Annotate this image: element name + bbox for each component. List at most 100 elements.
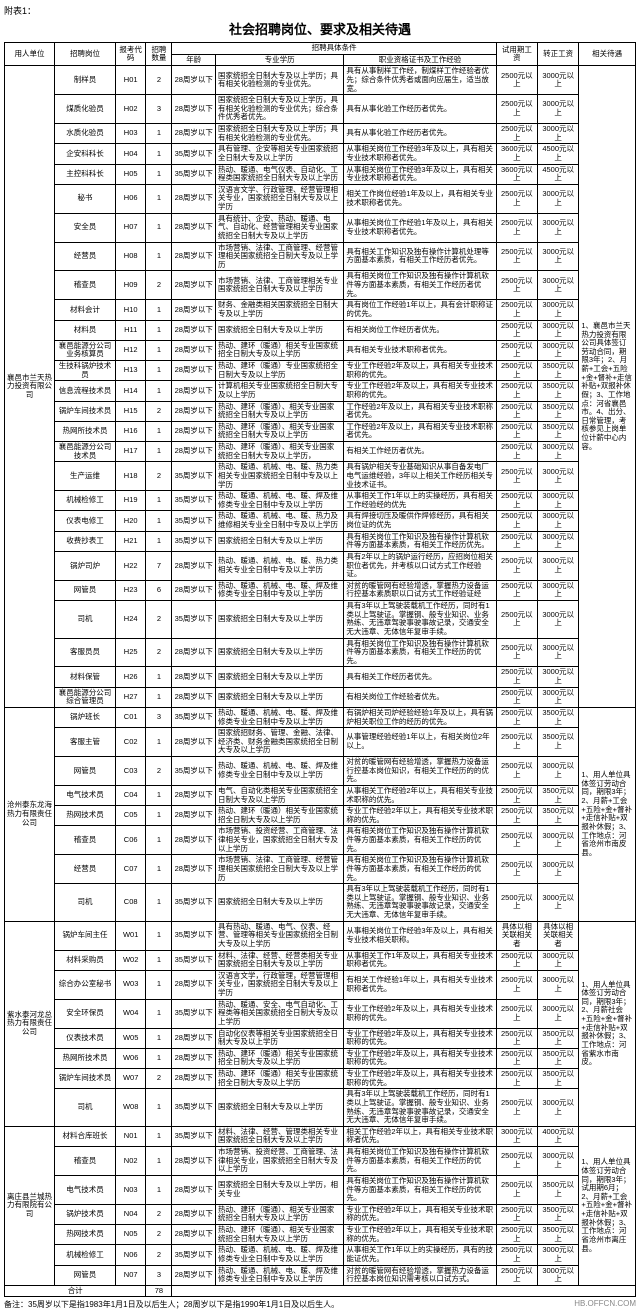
table-row: 沧州泰东龙海热力有限责任公司锅炉班长C01335周岁以下热动、暖通、机械、电、暖…: [5, 707, 636, 727]
cell-edu: 热动、建环（暖通）专业国家统招全日制大专及以上学历: [215, 361, 343, 381]
cell-exp: 具有焊接切压及暖供作焊修经历，具有相关岗位证的优先: [344, 511, 496, 531]
cell-age: 35周岁以下: [172, 462, 216, 491]
cell-age: 28周岁以下: [172, 1225, 216, 1245]
cell-reg: 3000元以上: [538, 124, 579, 144]
cell-age: 28周岁以下: [172, 785, 216, 805]
table-row: 司机H24235周岁以下国家统招全日制大专及以上学历具有3年以上驾驶装载机工作经…: [5, 601, 636, 639]
cell-code: C02: [115, 728, 145, 757]
cell-position: 襄邑能源分公司技术员: [55, 442, 116, 462]
cell-exp: 有相关工作经历者优先。: [344, 442, 496, 462]
table-row: 锅炉司炉H22728周岁以下热动、暖通、机械、电、暖、热力类相关专业全日制中专及…: [5, 551, 636, 580]
cell-try: 2500元以上: [496, 687, 537, 707]
cell-unit: 紫水泰河龙总热力有限责任公司: [5, 921, 55, 1126]
cell-reg: 3000元以上: [538, 580, 579, 600]
cell-count: 1: [146, 728, 172, 757]
cell-position: 司机: [55, 884, 116, 922]
attachment-label: 附表1：: [4, 4, 636, 17]
cell-try: 2500元以上: [496, 491, 537, 511]
cell-reg: 3000元以上: [538, 999, 579, 1028]
cell-edu: 市场营销、投资经营、工商管理、法律相关专业，国家统招全日制大专及以上学历: [215, 826, 343, 855]
table-row: 离庄县兰城热力有限院有公司材料合库班长N01135周岁以下材料、法律、经营、管理…: [5, 1126, 636, 1146]
table-row: 水质化验员H03128周岁以下国家统招全日制大专及以上学历；具有相关化验检测的专…: [5, 124, 636, 144]
cell-position: 锅炉技术员: [55, 1204, 116, 1224]
cell-age: 35周岁以下: [172, 601, 216, 639]
cell-edu: 材料、法律、经营、管理类相关专业国家统招全日制大专及以上学历: [215, 1126, 343, 1146]
cell-try: 2500元以上: [496, 66, 537, 95]
cell-position: 襄邑能源分公司业务核算员: [55, 340, 116, 360]
cell-count: 6: [146, 580, 172, 600]
page-title: 社会招聘岗位、要求及相关待遇: [4, 19, 636, 38]
cell-reg: 3500元以上: [538, 806, 579, 826]
cell-count: 2: [146, 601, 172, 639]
cell-try: 2500元以上: [496, 361, 537, 381]
cell-try: 2500元以上: [496, 242, 537, 271]
cell-code: H20: [115, 511, 145, 531]
cell-count: 1: [146, 667, 172, 687]
cell-reg: 3500元以上: [538, 401, 579, 421]
cell-exp: 专业工作经验2年及以上，具有相关专业技术职称的优先。: [344, 1028, 496, 1048]
cell-edu: 材料、法律、经营、经营类相关专业国家统招全日制大专及以上学历: [215, 950, 343, 970]
cell-reg: 3000元以上: [538, 511, 579, 531]
cell-position: 机械检修工: [55, 491, 116, 511]
table-row: 稽查员H09228周岁以下市场营销、法律、工商管理相关专业国家统招全日制大专及以…: [5, 271, 636, 300]
cell-try: 2500元以上: [496, 1028, 537, 1048]
cell-exp: 从事相关岗位工作经验1年及以上，具有相关专业技术职称者优先。: [344, 213, 496, 242]
cell-exp: 具有相关岗位工作知识及独有操作计算机软件等方面基本素质，有相关工作经历的优先。: [344, 638, 496, 667]
cell-try: 2500元以上: [496, 970, 537, 999]
cell-reg: 3000元以上: [538, 884, 579, 922]
cell-age: 35周岁以下: [172, 707, 216, 727]
table-row: 主控科科长H05135周岁以下热动、暖通、电气仪表、自动化、工程类国家统招全日制…: [5, 164, 636, 184]
cell-age: 28周岁以下: [172, 580, 216, 600]
cell-position: 机械检修工: [55, 1245, 116, 1265]
cell-count: 1: [146, 184, 172, 213]
cell-age: 28周岁以下: [172, 361, 216, 381]
cell-exp: 专业工作经验2年及以上，具有相关专业技术职称的优先。: [344, 999, 496, 1028]
cell-code: H16: [115, 421, 145, 441]
cell-exp: 从事相关岗位工作经验3年及以上，具有相关专业技术职称者优先。: [344, 164, 496, 184]
table-row: 襄邑能源分公司技术员H17128周岁以下热动、建环（暖通）、相关专业国家统招全日…: [5, 442, 636, 462]
cell-exp: 具有相关岗位工作知识及独有操作计算机软件等方面基本素质，有相关工作经历者优先。: [344, 271, 496, 300]
table-row: 生产运维H18235周岁以下热动、暖通、机械、电、暖、热力类相关专业国家统招全日…: [5, 462, 636, 491]
table-row: 企安科科长H04135周岁以下具有管理、企安等相关专业国家统招全日制大专及以上学…: [5, 144, 636, 164]
cell-exp: 具有2年以上的锅炉运行经历，应招岗位相关职位者优先，并考核以口试方式工作经验证。: [344, 551, 496, 580]
cell-position: 经营员: [55, 242, 116, 271]
cell-edu: 国家统招全日制大专及以上学历；具有相关化验检测的专业优先。: [215, 66, 343, 95]
cell-reg: 3000元以上: [538, 320, 579, 340]
cell-try: 2500元以上: [496, 757, 537, 786]
cell-age: 28周岁以下: [172, 728, 216, 757]
cell-code: W05: [115, 1028, 145, 1048]
cell-try: 2500元以上: [496, 638, 537, 667]
cell-age: 28周岁以下: [172, 806, 216, 826]
cell-edu: 热动、暖通、机械、电、暖、焊及维修类专业全日制中专及以上学历: [215, 1245, 343, 1265]
cell-unit: 襄邑市兰天热力投资有限公司: [5, 66, 55, 708]
cell-position: 锅炉车间技术员: [55, 401, 116, 421]
cell-unit: 沧州泰东龙海热力有限责任公司: [5, 707, 55, 921]
table-row: 信息流程技术员H14128周岁以下计算机相关专业国家统招全日制大专及以上学历专业…: [5, 381, 636, 401]
cell-edu: 汉语言文学，行政管理，经营管理相关专业，国家统招全日制大专及以上学历: [215, 970, 343, 999]
cell-edu: 热动、暖通、机械、电、暖、焊及维修类专业全日制中专及以上学历: [215, 1265, 343, 1285]
cell-count: 1: [146, 785, 172, 805]
cell-position: 客服员员: [55, 638, 116, 667]
cell-position: 生技科锅炉技术员: [55, 361, 116, 381]
cell-code: H02: [115, 95, 145, 124]
cell-code: C07: [115, 855, 145, 884]
cell-code: H07: [115, 213, 145, 242]
cell-code: N03: [115, 1175, 145, 1204]
cell-age: 28周岁以下: [172, 320, 216, 340]
cell-reg: 3000元以上: [538, 531, 579, 551]
cell-age: 35周岁以下: [172, 1126, 216, 1146]
cell-code: N01: [115, 1126, 145, 1146]
cell-reg: 3500元以上: [538, 728, 579, 757]
cell-age: 35周岁以下: [172, 884, 216, 922]
cell-edu: 汉语言文学、行政管理、经营管理相关专业，国家统招全日制大专及以上学历: [215, 184, 343, 213]
cell-code: H06: [115, 184, 145, 213]
cell-edu: 国家统招全日制大专及以上学历: [215, 667, 343, 687]
cell-code: H09: [115, 271, 145, 300]
cell-edu: 市场营销、法律、工商管理相关专业国家统招全日制大专及以上学历: [215, 271, 343, 300]
cell-count: 1: [146, 164, 172, 184]
cell-position: 网管员: [55, 1265, 116, 1285]
table-row: 电气技术员C04128周岁以下电气、自动化类相关专业国家统招全日制大专及以上学历…: [5, 785, 636, 805]
cell-edu: 国家统招全日制大专及以上学历: [215, 884, 343, 922]
cell-exp: 专业工作经验2年及以上，具有相关专业技术职称的优先。: [344, 1048, 496, 1068]
th-exp: 职业资格证书及工作经验: [344, 54, 496, 66]
